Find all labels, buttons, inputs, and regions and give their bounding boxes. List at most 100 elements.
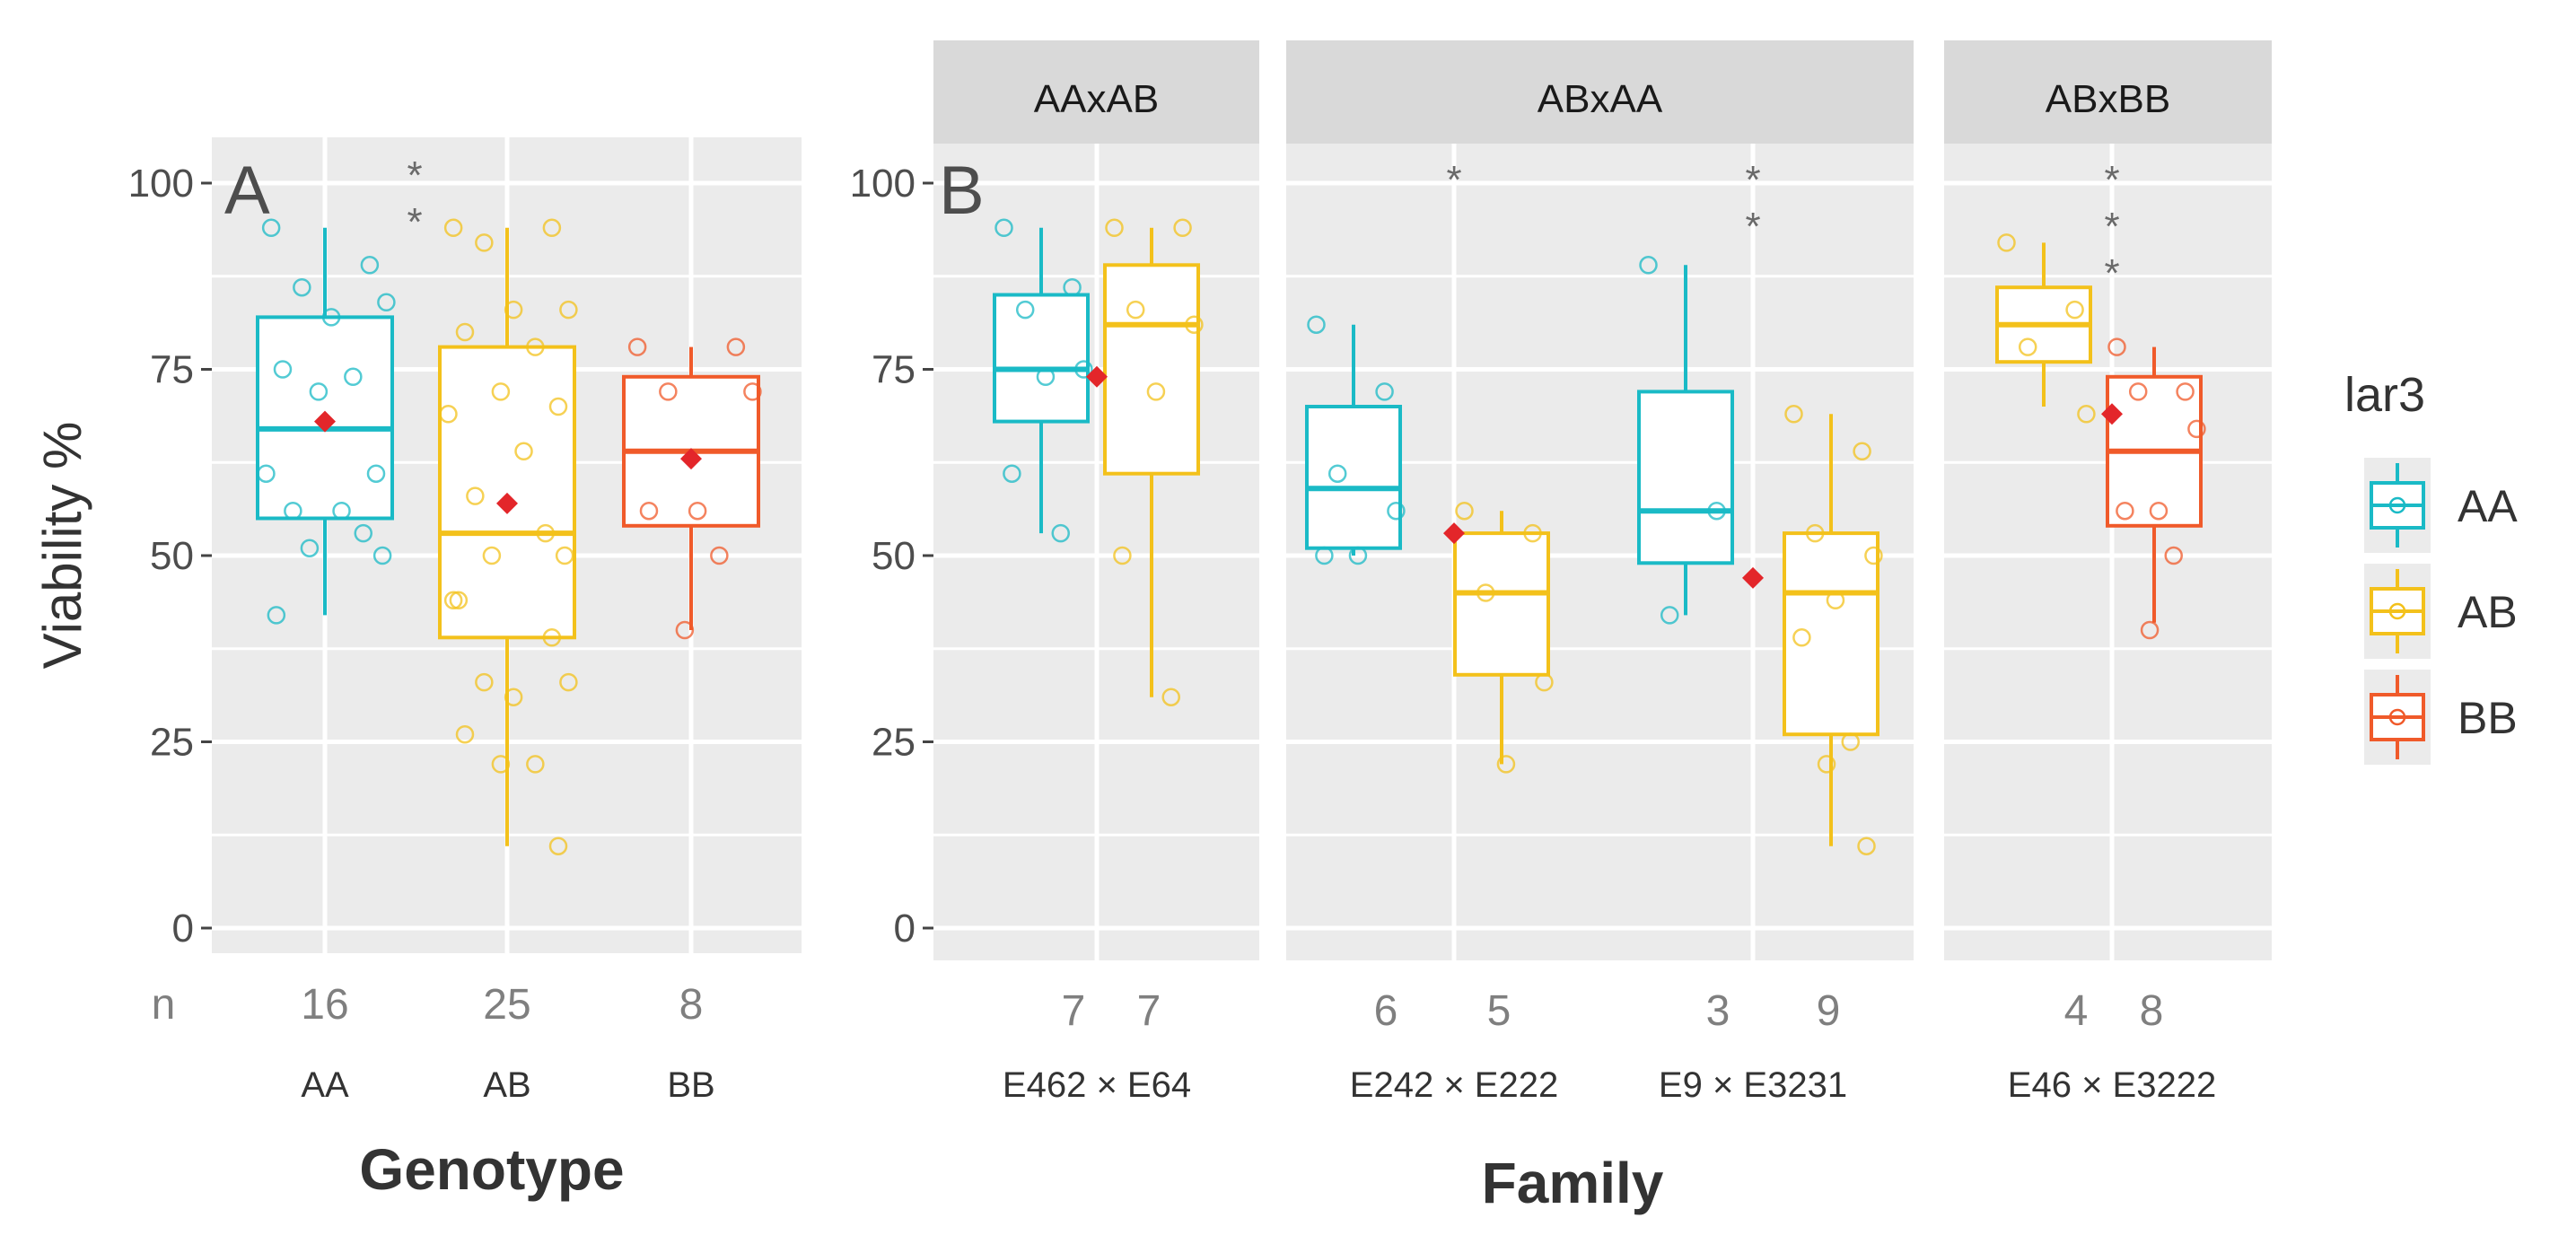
family-ab-point bbox=[1496, 755, 1516, 774]
family-cross-label: E462 × E64 bbox=[1003, 1065, 1191, 1105]
family-ab-point bbox=[1817, 755, 1836, 774]
family-ab-point bbox=[1185, 315, 1204, 334]
panel-a-ab-point bbox=[491, 382, 511, 401]
panel-a-ab-point bbox=[542, 218, 562, 238]
panel-a-ab-point bbox=[536, 523, 555, 543]
family-ab-box bbox=[1103, 263, 1200, 476]
family-n-count: 7 bbox=[1137, 987, 1161, 1035]
y-tick-label: 75 bbox=[150, 348, 194, 392]
family-mean-marker bbox=[2101, 403, 2123, 425]
family-ab-point bbox=[2077, 405, 2096, 424]
panel-a-bb-point bbox=[688, 501, 707, 521]
family-aa-point bbox=[1015, 300, 1035, 320]
family-ab-point bbox=[1864, 546, 1883, 565]
panel-a-mean-marker bbox=[496, 492, 518, 514]
panel-a-ab-point bbox=[482, 546, 502, 565]
panel-a-bb-point bbox=[659, 382, 678, 401]
panel-a-aa-point bbox=[309, 382, 329, 401]
family-aa-point bbox=[1660, 606, 1679, 625]
panel-a-ab-point bbox=[526, 337, 545, 356]
family-n-count: 3 bbox=[1706, 987, 1730, 1035]
panel-a-category-label: BB bbox=[667, 1065, 714, 1105]
family-ab-point bbox=[1523, 523, 1542, 543]
y-tick-label: 0 bbox=[172, 907, 194, 951]
family-mean-marker bbox=[1742, 566, 1764, 589]
panel-a-aa-point bbox=[257, 464, 276, 483]
family-cross-label: E9 × E3231 bbox=[1659, 1065, 1847, 1105]
facet-strip-label: AAxAB bbox=[1034, 77, 1159, 121]
panel-b-label: B bbox=[939, 153, 985, 229]
y-tick-label: 0 bbox=[894, 907, 916, 951]
n-prefix: n bbox=[152, 981, 176, 1029]
y-tick-label: 50 bbox=[872, 534, 916, 578]
panel-a-ab-point bbox=[559, 672, 578, 692]
panel-a-ab-point bbox=[542, 628, 562, 647]
facet-strip bbox=[1286, 40, 1914, 144]
panel-a-ab-point bbox=[449, 591, 469, 610]
panel-a-ab-point bbox=[504, 688, 523, 706]
panel-a-bb-point bbox=[743, 382, 762, 401]
family-aa-point bbox=[1639, 256, 1658, 275]
panel-a-ab-point bbox=[504, 300, 523, 320]
family-aa-point bbox=[1348, 546, 1368, 565]
family-ab-point bbox=[1126, 300, 1145, 320]
family-aa-point bbox=[1307, 315, 1326, 334]
panel-a-ab-point bbox=[548, 397, 568, 416]
panel-a-ab-point bbox=[455, 724, 475, 744]
significance-star: * bbox=[1745, 158, 1760, 202]
family-ab-point bbox=[1784, 405, 1803, 424]
panel-a-n-count: 8 bbox=[679, 981, 704, 1029]
family-ab-box bbox=[1783, 531, 1879, 737]
family-aa-point bbox=[1327, 464, 1347, 483]
panel-a-aa-point bbox=[366, 464, 386, 483]
panel-a-aa-point bbox=[344, 367, 363, 387]
y-tick-label: 75 bbox=[872, 348, 916, 392]
significance-star: * bbox=[1446, 158, 1461, 202]
y-axis-title: Viability % bbox=[32, 422, 92, 670]
family-bb-point bbox=[2176, 382, 2195, 401]
significance-star: * bbox=[1745, 205, 1760, 249]
family-bb-point bbox=[2164, 546, 2183, 565]
family-aa-point bbox=[1003, 464, 1021, 483]
family-aa-point bbox=[1315, 546, 1334, 565]
panel-a-ab-point bbox=[455, 322, 475, 342]
family-bb-point bbox=[2116, 501, 2134, 521]
family-ab-point bbox=[1173, 218, 1192, 238]
y-tick-label: 25 bbox=[872, 721, 916, 765]
family-ab-point bbox=[1805, 523, 1825, 543]
family-aa-point bbox=[1063, 277, 1082, 297]
panel-a-bb-point bbox=[627, 337, 647, 356]
y-tick-label: 25 bbox=[150, 721, 194, 765]
panel-a-ab-point bbox=[443, 591, 463, 610]
family-bb-point bbox=[2187, 419, 2206, 439]
family-ab-box bbox=[1453, 531, 1550, 677]
panel-a-aa-point bbox=[284, 501, 302, 521]
panel-a-bb-point bbox=[639, 501, 659, 521]
panel-a-aa-point bbox=[273, 360, 293, 379]
legend-item-label: AB bbox=[2458, 587, 2518, 637]
panel-a-aa-point bbox=[354, 523, 372, 543]
panel-a: 0 25 50 75 100 16 AA 25 AB 8 BB n A ** Genotype Viabili… bbox=[32, 137, 802, 1202]
family-n-count: 9 bbox=[1817, 987, 1841, 1035]
facet-strip bbox=[933, 40, 1259, 144]
family-bb-point bbox=[2107, 337, 2126, 356]
family-aa-point bbox=[1074, 360, 1093, 379]
family-cross-label: E46 × E3222 bbox=[2008, 1065, 2216, 1105]
significance-star: * bbox=[2104, 205, 2119, 249]
family-ab-point bbox=[2018, 337, 2037, 356]
legend-key-point bbox=[2388, 496, 2406, 514]
panel-a-category-label: AB bbox=[483, 1065, 530, 1105]
family-ab-point bbox=[1455, 501, 1474, 521]
legend-item-label: BB bbox=[2458, 693, 2518, 743]
panel-a-ab-point bbox=[443, 218, 463, 238]
family-n-count: 4 bbox=[2064, 987, 2089, 1035]
facet-strip-label: ABxAA bbox=[1538, 77, 1663, 121]
panel-a-ab-point bbox=[491, 755, 511, 774]
facet-strip-label: ABxBB bbox=[2046, 77, 2170, 121]
family-aa-box bbox=[1305, 405, 1402, 550]
panel-a-aa-point bbox=[332, 501, 351, 521]
x-axis-title: Genotype bbox=[359, 1137, 624, 1202]
family-ab-point bbox=[1997, 233, 2016, 252]
